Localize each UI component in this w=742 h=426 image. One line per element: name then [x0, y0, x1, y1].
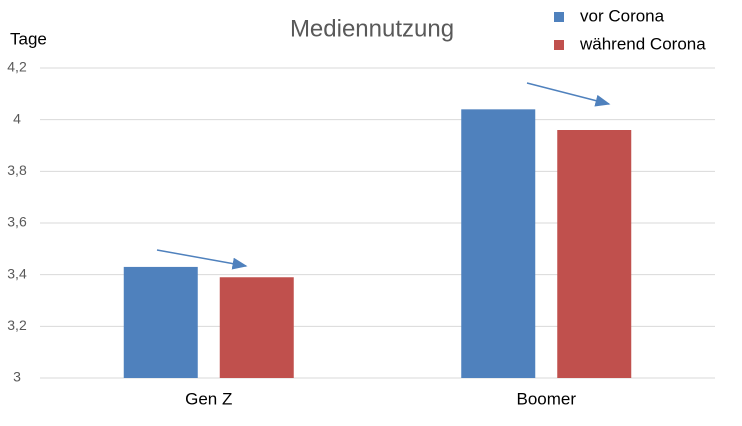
bar: [557, 130, 632, 378]
y-tick-label: 3,4: [7, 265, 27, 281]
trend-arrow: [156, 249, 248, 270]
y-tick-label: 3,8: [7, 162, 27, 178]
trend-arrow: [526, 82, 611, 107]
y-tick-label: 4,2: [7, 59, 27, 75]
legend-label: vor Corona: [580, 6, 665, 25]
legend-marker: [554, 12, 564, 22]
bar: [123, 266, 198, 378]
y-tick-label: 3,2: [7, 317, 27, 333]
x-tick-label: Boomer: [516, 389, 576, 408]
legend-marker: [554, 40, 564, 50]
y-axis-label: Tage: [10, 29, 47, 48]
x-tick-label: Gen Z: [185, 389, 232, 408]
legend-label: während Corona: [579, 34, 706, 53]
bar: [461, 109, 536, 378]
y-tick-label: 4: [13, 110, 21, 126]
y-tick-label: 3: [13, 369, 21, 385]
y-tick-label: 3,6: [7, 214, 27, 230]
bar: [219, 277, 294, 378]
chart-title: Mediennutzung: [290, 15, 454, 42]
